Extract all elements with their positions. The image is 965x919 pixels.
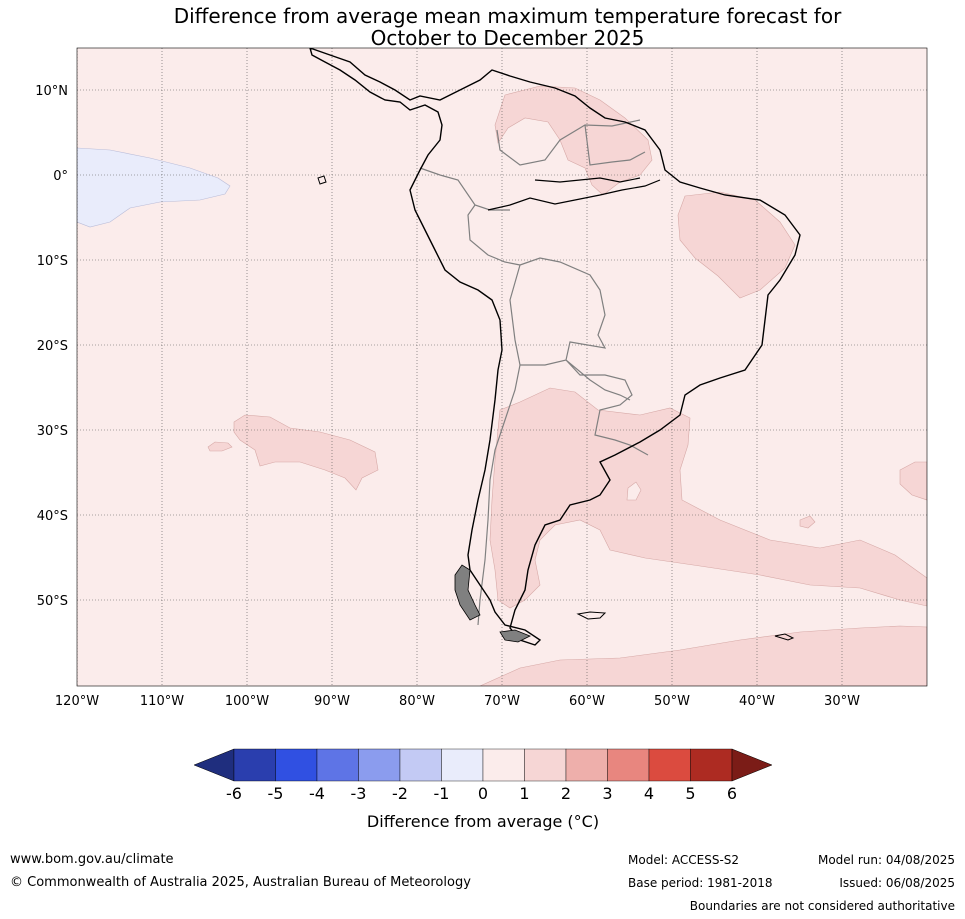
colorbar-tick-label: 0	[478, 784, 488, 803]
amazon-river	[487, 177, 661, 211]
latitude-label: 50°S	[37, 594, 68, 609]
colorbar-tick-label: -6	[226, 784, 242, 803]
colorbar-swatch	[565, 748, 608, 782]
colorbar-tick-label: -1	[434, 784, 450, 803]
south-georgia	[774, 633, 795, 641]
longitude-labels: 120°W 110°W 100°W 90°W 80°W 70°W 60°W 50°W 40°W 3…	[55, 694, 860, 709]
footer-issued: Issued: 06/08/2025	[839, 876, 955, 890]
longitude-label: 80°W	[399, 694, 435, 709]
colorbar-swatch	[648, 748, 691, 782]
colorbar-swatch	[441, 748, 484, 782]
graticule	[77, 48, 927, 686]
longitude-label: 90°W	[314, 694, 350, 709]
colorbar-tick-label: -2	[392, 784, 408, 803]
galapagos-islands	[317, 175, 327, 185]
latitude-label: 0°	[53, 169, 68, 184]
longitude-label: 100°W	[225, 694, 269, 709]
colorbar-tick-label: 3	[602, 784, 612, 803]
footer-website[interactable]: www.bom.gov.au/climate	[10, 852, 174, 867]
latitude-label: 10°S	[37, 254, 68, 269]
anomaly-regions	[77, 85, 927, 686]
latitude-label: 40°S	[37, 509, 68, 524]
colorbar-tick-label: 2	[561, 784, 571, 803]
region-northeast-brazil	[677, 191, 796, 299]
footer-disclaimer: Boundaries are not considered authoritat…	[689, 899, 955, 913]
region-small-gap	[626, 481, 642, 501]
colorbar-tick-label: -5	[268, 784, 284, 803]
colorbar-tick-label: 1	[519, 784, 529, 803]
footer-model: Model: ACCESS-S2	[628, 853, 740, 867]
colorbar-tick-label: 4	[644, 784, 654, 803]
region-equatorial-pacific	[77, 147, 231, 228]
colorbar-swatch	[399, 748, 442, 782]
region-guiana-highlands	[494, 85, 653, 196]
tierra-del-fuego	[454, 564, 531, 643]
longitude-label: 60°W	[569, 694, 605, 709]
national-borders	[419, 119, 649, 626]
longitude-label: 120°W	[55, 694, 99, 709]
latitude-labels: 10°N 0° 10°S 20°S 30°S 40°S 50°S	[35, 84, 68, 609]
land-outlines	[309, 48, 801, 646]
longitude-label: 40°W	[739, 694, 775, 709]
footer-base-period: Base period: 1981-2018	[628, 876, 773, 890]
colorbar-tick-label: 6	[727, 784, 737, 803]
footer-copyright: © Commonwealth of Australia 2025, Austra…	[10, 875, 471, 890]
coastline	[309, 48, 801, 646]
colorbar-swatch	[482, 748, 525, 782]
forecast-map: 10°N 0° 10°S 20°S 30°S 40°S 50°S 120°W 110°W 100…	[35, 47, 928, 831]
longitude-label: 50°W	[654, 694, 690, 709]
latitude-label: 20°S	[37, 339, 68, 354]
colorbar-tick-label: -3	[351, 784, 367, 803]
colorbar-high-extension	[731, 748, 773, 782]
colorbar-swatch	[275, 748, 318, 782]
colorbar-swatch	[607, 748, 650, 782]
colorbar-tick-label: 5	[685, 784, 695, 803]
region-southeast-pacific	[207, 414, 379, 491]
colorbar-swatch	[524, 748, 567, 782]
map-frame	[76, 47, 928, 687]
latitude-label: 30°S	[37, 424, 68, 439]
latitude-label: 10°N	[35, 84, 68, 99]
longitude-label: 70°W	[484, 694, 520, 709]
map-title-line-2: October to December 2025	[370, 26, 645, 50]
colorbar-swatch	[316, 748, 359, 782]
region-far-south-atlantic	[479, 625, 927, 686]
colorbar-swatch	[233, 748, 276, 782]
map-title-line-1: Difference from average mean maximum tem…	[173, 4, 842, 28]
footer-model-run: Model run: 04/08/2025	[817, 853, 955, 867]
region-east-atlantic-patch	[799, 461, 927, 529]
longitude-label: 30°W	[824, 694, 860, 709]
colorbar: -6 -5 -4 -3 -2 -1 0 1 2 3 4 5 6	[193, 748, 773, 803]
colorbar-low-extension	[193, 748, 235, 782]
falkland-islands	[576, 611, 607, 620]
colorbar-swatch	[358, 748, 401, 782]
colorbar-label: Difference from average (°C)	[367, 812, 599, 831]
colorbar-tick-label: -4	[309, 784, 325, 803]
colorbar-swatch	[690, 748, 733, 782]
longitude-label: 110°W	[140, 694, 184, 709]
